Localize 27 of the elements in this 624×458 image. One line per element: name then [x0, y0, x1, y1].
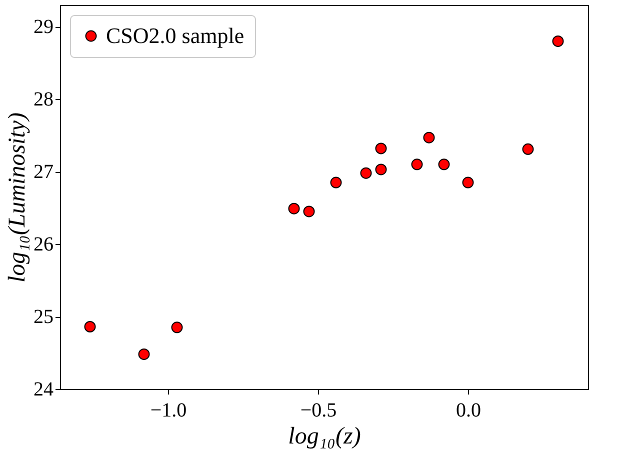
point — [462, 176, 474, 188]
x-axis-title: log₁₀(z) — [288, 424, 361, 450]
y-tick-label: 26 — [34, 234, 54, 256]
point — [303, 206, 315, 218]
y-tick-label: 27 — [34, 161, 54, 184]
x-tick-label: −1.0 — [150, 400, 187, 422]
point — [438, 158, 450, 170]
point — [552, 35, 564, 47]
point — [375, 142, 387, 154]
point — [423, 132, 435, 144]
y-tick-label: 28 — [34, 88, 54, 111]
x-tick-label: −0.5 — [300, 400, 337, 422]
y-tick-label: 24 — [34, 378, 54, 400]
point — [330, 176, 342, 188]
point — [360, 167, 372, 179]
point — [522, 143, 534, 155]
point — [138, 348, 150, 360]
y-axis-title: log₁₀(Luminosity) — [4, 112, 30, 283]
y-tick-label: 25 — [34, 306, 54, 328]
legend-label: CSO2.0 sample — [106, 23, 244, 48]
point — [288, 202, 300, 214]
point — [411, 158, 423, 170]
point — [84, 320, 96, 332]
point — [375, 164, 387, 176]
y-tick-label: 29 — [34, 16, 54, 38]
x-tick-label: 0.0 — [456, 400, 481, 422]
point — [171, 322, 183, 334]
